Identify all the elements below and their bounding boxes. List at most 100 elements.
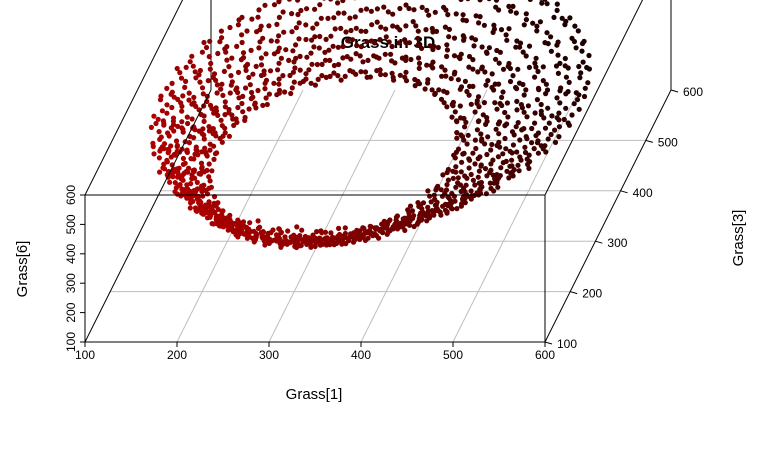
data-point <box>219 123 225 129</box>
data-point <box>425 204 431 210</box>
data-point <box>533 133 539 139</box>
data-point <box>331 70 337 76</box>
data-point <box>380 222 386 228</box>
data-point <box>178 75 185 81</box>
data-point <box>453 169 459 175</box>
data-point <box>254 232 260 238</box>
data-point <box>444 47 450 53</box>
data-point <box>479 66 485 72</box>
data-point <box>200 193 206 199</box>
data-point <box>477 14 483 20</box>
z-tick-label: 300 <box>64 273 78 293</box>
data-point <box>203 44 210 51</box>
data-point <box>518 157 524 163</box>
data-point <box>445 203 451 209</box>
data-point <box>386 39 392 45</box>
data-point <box>318 228 324 234</box>
data-point <box>540 64 546 70</box>
data-point <box>548 131 554 138</box>
data-point <box>323 74 329 80</box>
data-point <box>470 66 476 72</box>
data-point <box>523 53 529 59</box>
data-point <box>457 55 463 62</box>
data-point <box>493 56 499 62</box>
data-point <box>496 7 502 13</box>
data-point <box>297 243 303 249</box>
data-point <box>308 244 314 250</box>
data-point <box>187 205 193 211</box>
data-point <box>536 87 542 93</box>
data-point <box>222 99 228 105</box>
data-point <box>347 15 353 21</box>
data-point <box>353 71 359 77</box>
data-point <box>192 151 198 157</box>
data-point <box>405 218 411 224</box>
data-point <box>328 0 334 2</box>
data-point <box>234 43 240 50</box>
data-point <box>491 22 497 28</box>
data-point <box>376 235 382 241</box>
data-point <box>158 146 164 152</box>
data-point <box>561 116 567 123</box>
data-point <box>330 234 336 240</box>
data-point <box>440 203 446 209</box>
z-tick-label: 600 <box>64 185 78 205</box>
data-point <box>315 76 321 82</box>
data-point <box>559 15 565 21</box>
data-point <box>236 95 242 101</box>
data-point <box>525 103 532 109</box>
data-point <box>471 43 477 49</box>
data-point <box>472 109 478 115</box>
data-point <box>418 217 424 223</box>
data-point <box>156 155 162 161</box>
data-point <box>335 61 342 68</box>
data-point <box>221 68 227 74</box>
data-point <box>290 48 296 54</box>
data-point <box>190 63 196 69</box>
data-point <box>533 55 539 61</box>
data-point <box>354 231 360 237</box>
data-point <box>453 184 459 190</box>
data-point <box>240 50 247 56</box>
z-tick-label: 400 <box>64 243 78 263</box>
data-point <box>175 96 181 102</box>
y-tick-label: 100 <box>557 337 577 351</box>
data-point <box>207 38 213 44</box>
data-point <box>338 25 344 31</box>
data-point <box>526 152 532 158</box>
data-point <box>325 15 331 21</box>
data-point <box>180 191 186 197</box>
data-point <box>271 51 277 57</box>
data-point <box>432 9 438 15</box>
z-axis-label: Grass[6] <box>14 241 31 298</box>
data-point <box>309 61 315 67</box>
data-point <box>483 82 489 88</box>
data-point <box>452 198 458 204</box>
data-point <box>530 20 536 26</box>
data-point <box>431 212 437 218</box>
data-point <box>298 7 304 14</box>
data-point <box>174 191 180 197</box>
data-point <box>270 227 276 233</box>
data-point <box>423 27 429 33</box>
data-point <box>362 237 368 243</box>
data-point <box>327 57 333 64</box>
data-point <box>406 222 413 228</box>
data-point <box>544 1 550 7</box>
data-point <box>369 22 375 28</box>
data-point <box>200 91 206 97</box>
data-point <box>485 134 491 140</box>
data-point <box>189 116 195 122</box>
data-point <box>491 87 497 93</box>
data-point <box>520 49 526 55</box>
data-point <box>319 73 325 79</box>
data-point <box>557 88 563 94</box>
data-point <box>529 125 535 132</box>
data-point <box>444 53 450 60</box>
data-point <box>470 57 476 63</box>
data-point <box>271 2 278 8</box>
data-point <box>416 65 422 71</box>
data-point <box>184 114 190 120</box>
data-point <box>292 65 298 71</box>
data-point <box>517 137 523 143</box>
